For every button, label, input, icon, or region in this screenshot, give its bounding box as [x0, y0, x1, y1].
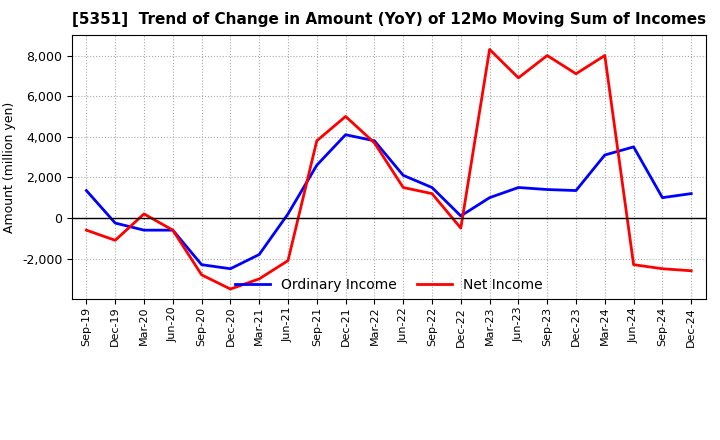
Ordinary Income: [514, 185, 523, 190]
Ordinary Income: [255, 252, 264, 257]
Net Income: [485, 47, 494, 52]
Net Income: [428, 191, 436, 196]
Net Income: [255, 276, 264, 282]
Net Income: [629, 262, 638, 268]
Line: Net Income: Net Income: [86, 49, 691, 289]
Ordinary Income: [658, 195, 667, 200]
Net Income: [456, 225, 465, 231]
Net Income: [341, 114, 350, 119]
Net Income: [312, 138, 321, 143]
Net Income: [370, 140, 379, 146]
Ordinary Income: [140, 227, 148, 233]
Net Income: [543, 53, 552, 58]
Net Income: [168, 227, 177, 233]
Ordinary Income: [485, 195, 494, 200]
Legend: Ordinary Income, Net Income: Ordinary Income, Net Income: [229, 272, 549, 297]
Y-axis label: Amount (million yen): Amount (million yen): [4, 102, 17, 233]
Ordinary Income: [312, 162, 321, 168]
Title: [5351]  Trend of Change in Amount (YoY) of 12Mo Moving Sum of Incomes: [5351] Trend of Change in Amount (YoY) o…: [72, 12, 706, 27]
Net Income: [514, 75, 523, 81]
Ordinary Income: [284, 211, 292, 216]
Ordinary Income: [428, 185, 436, 190]
Net Income: [399, 185, 408, 190]
Ordinary Income: [456, 213, 465, 219]
Net Income: [82, 227, 91, 233]
Net Income: [140, 211, 148, 216]
Ordinary Income: [226, 266, 235, 271]
Ordinary Income: [82, 188, 91, 193]
Ordinary Income: [168, 227, 177, 233]
Ordinary Income: [687, 191, 696, 196]
Net Income: [226, 286, 235, 292]
Net Income: [111, 238, 120, 243]
Net Income: [687, 268, 696, 273]
Ordinary Income: [341, 132, 350, 137]
Net Income: [284, 258, 292, 263]
Ordinary Income: [629, 144, 638, 150]
Ordinary Income: [399, 172, 408, 178]
Net Income: [600, 53, 609, 58]
Ordinary Income: [197, 262, 206, 268]
Ordinary Income: [111, 220, 120, 226]
Ordinary Income: [572, 188, 580, 193]
Net Income: [572, 71, 580, 77]
Ordinary Income: [600, 152, 609, 158]
Ordinary Income: [370, 138, 379, 143]
Net Income: [658, 266, 667, 271]
Line: Ordinary Income: Ordinary Income: [86, 135, 691, 269]
Net Income: [197, 272, 206, 278]
Ordinary Income: [543, 187, 552, 192]
